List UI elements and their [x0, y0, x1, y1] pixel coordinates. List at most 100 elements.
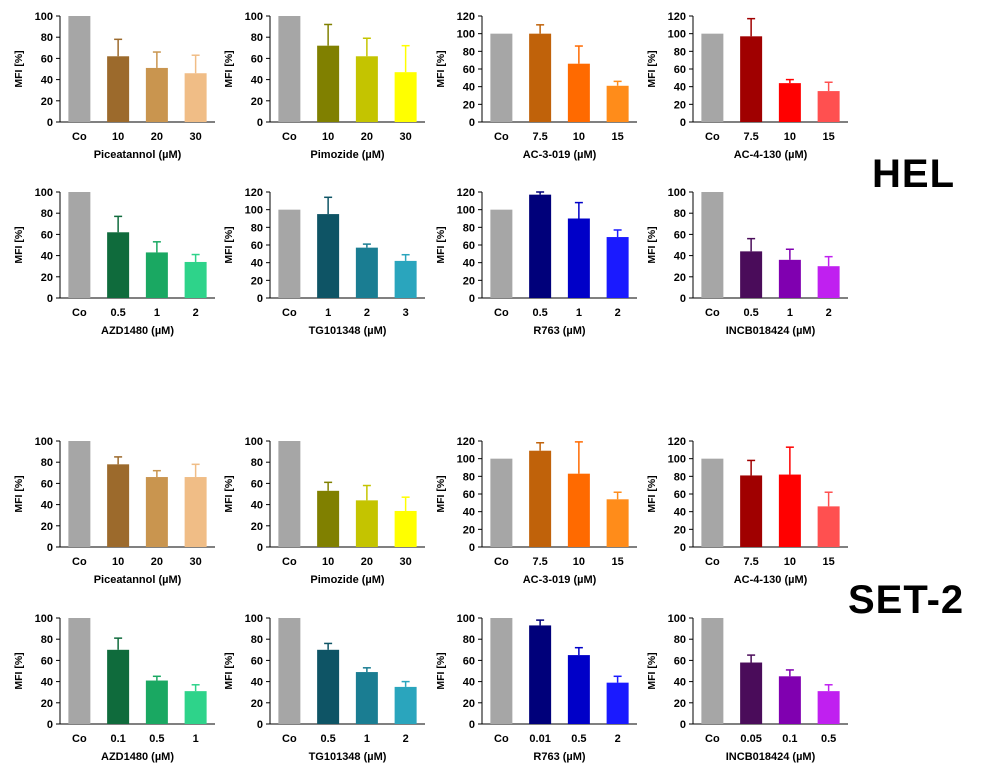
x-axis-title: Piceatannol (µM)	[94, 574, 182, 586]
chart-panel: 0 20 40 60 80 100 120 MFI [%] Co 7.5 10 15 AC-3-019 …	[435, 11, 637, 161]
x-tick-label: 3	[403, 307, 409, 319]
bar	[778, 474, 801, 547]
y-tick-label: 60	[41, 478, 53, 490]
y-tick-label: 120	[245, 187, 263, 199]
y-tick-label: 20	[41, 698, 53, 710]
bar	[567, 218, 590, 298]
y-tick-label: 0	[47, 542, 53, 554]
bar	[355, 56, 378, 122]
y-tick-label: 120	[457, 11, 475, 23]
chart-panel: 0 20 40 60 80 100 MFI [%] Co 0.1 0.5 1 AZD1480 (µM)	[13, 613, 215, 763]
y-tick-label: 100	[668, 613, 686, 625]
y-tick-label: 100	[245, 205, 263, 217]
y-tick-label: 100	[245, 436, 263, 448]
bar	[107, 649, 130, 724]
x-tick-label: 0.5	[571, 733, 586, 745]
bar	[490, 33, 513, 122]
bar	[278, 209, 301, 298]
x-tick-label: Co	[705, 733, 720, 745]
x-tick-label: 2	[364, 307, 370, 319]
y-axis-label: MFI [%]	[223, 226, 235, 263]
x-tick-label: 2	[403, 733, 409, 745]
y-tick-label: 60	[251, 655, 263, 667]
y-axis-label: MFI [%]	[13, 50, 25, 87]
x-tick-label: Co	[72, 131, 87, 143]
y-tick-label: 100	[35, 11, 53, 23]
y-tick-label: 0	[47, 293, 53, 305]
y-tick-label: 0	[469, 542, 475, 554]
x-tick-label: 10	[112, 131, 124, 143]
x-axis-title: AC-4-130 (µM)	[734, 574, 808, 586]
y-tick-label: 40	[251, 75, 263, 87]
y-tick-label: 80	[41, 208, 53, 220]
y-tick-label: 20	[41, 272, 53, 284]
x-tick-label: 0.5	[532, 307, 547, 319]
x-axis-title: Piceatannol (µM)	[94, 149, 182, 161]
y-tick-label: 0	[680, 117, 686, 129]
y-tick-label: 40	[251, 500, 263, 512]
y-tick-label: 40	[41, 75, 53, 87]
y-tick-label: 60	[251, 478, 263, 490]
y-tick-label: 60	[674, 229, 686, 241]
y-tick-label: 40	[674, 677, 686, 689]
chart-panel: 0 20 40 60 80 100 MFI [%] Co 0.5 1 2 AZD1480 (µM)	[13, 187, 215, 337]
y-tick-label: 80	[674, 634, 686, 646]
x-tick-label: 10	[112, 556, 124, 568]
y-tick-label: 80	[674, 46, 686, 58]
y-tick-label: 60	[463, 489, 475, 501]
y-axis-label: MFI [%]	[13, 652, 25, 689]
y-tick-label: 80	[41, 457, 53, 469]
x-tick-label: 30	[400, 556, 412, 568]
y-tick-label: 60	[41, 53, 53, 65]
bar	[68, 618, 91, 724]
bar	[394, 260, 417, 298]
x-axis-title: AC-3-019 (µM)	[523, 149, 597, 161]
y-tick-label: 120	[668, 436, 686, 448]
y-tick-label: 60	[41, 655, 53, 667]
y-axis-label: MFI [%]	[13, 475, 25, 512]
x-tick-label: Co	[282, 307, 297, 319]
bar	[107, 56, 130, 122]
chart-panel: 0 20 40 60 80 100 MFI [%] Co 10 20 30 Piceatannol (…	[13, 11, 215, 161]
bar	[740, 36, 763, 122]
x-tick-label: 0.01	[529, 733, 550, 745]
y-tick-label: 100	[668, 454, 686, 466]
bar	[606, 499, 629, 547]
x-tick-label: 7.5	[743, 131, 758, 143]
bar	[317, 214, 340, 298]
y-tick-label: 100	[245, 613, 263, 625]
y-tick-label: 40	[674, 251, 686, 263]
x-tick-label: Co	[494, 307, 509, 319]
x-tick-label: 0.5	[110, 307, 125, 319]
bar	[701, 618, 724, 724]
x-tick-label: 0.1	[110, 733, 125, 745]
bar	[394, 510, 417, 547]
y-tick-label: 60	[251, 240, 263, 252]
y-tick-label: 60	[463, 655, 475, 667]
bar	[278, 441, 301, 547]
x-tick-label: 1	[193, 733, 199, 745]
y-tick-label: 40	[251, 677, 263, 689]
y-tick-label: 120	[457, 187, 475, 199]
y-axis-label: MFI [%]	[435, 475, 447, 512]
x-tick-label: 10	[784, 556, 796, 568]
bar	[529, 625, 552, 724]
bar	[145, 680, 168, 724]
bar	[701, 458, 724, 547]
y-tick-label: 20	[463, 275, 475, 287]
bar	[490, 618, 513, 724]
bar	[529, 33, 552, 122]
y-tick-label: 60	[674, 489, 686, 501]
y-tick-label: 80	[41, 634, 53, 646]
chart-panel: 0 20 40 60 80 100 120 MFI [%] Co 7.5 10 15 AC-4-130 …	[646, 436, 848, 586]
bar	[145, 477, 168, 547]
chart-panel: 0 20 40 60 80 100 120 MFI [%] Co 7.5 10 15 AC-3-019 …	[435, 436, 637, 586]
y-tick-label: 40	[41, 251, 53, 263]
y-axis-label: MFI [%]	[13, 226, 25, 263]
bar	[184, 477, 207, 547]
y-axis-label: MFI [%]	[223, 652, 235, 689]
x-tick-label: 15	[612, 556, 624, 568]
bar	[567, 473, 590, 547]
y-tick-label: 100	[457, 205, 475, 217]
x-tick-label: 10	[322, 556, 334, 568]
